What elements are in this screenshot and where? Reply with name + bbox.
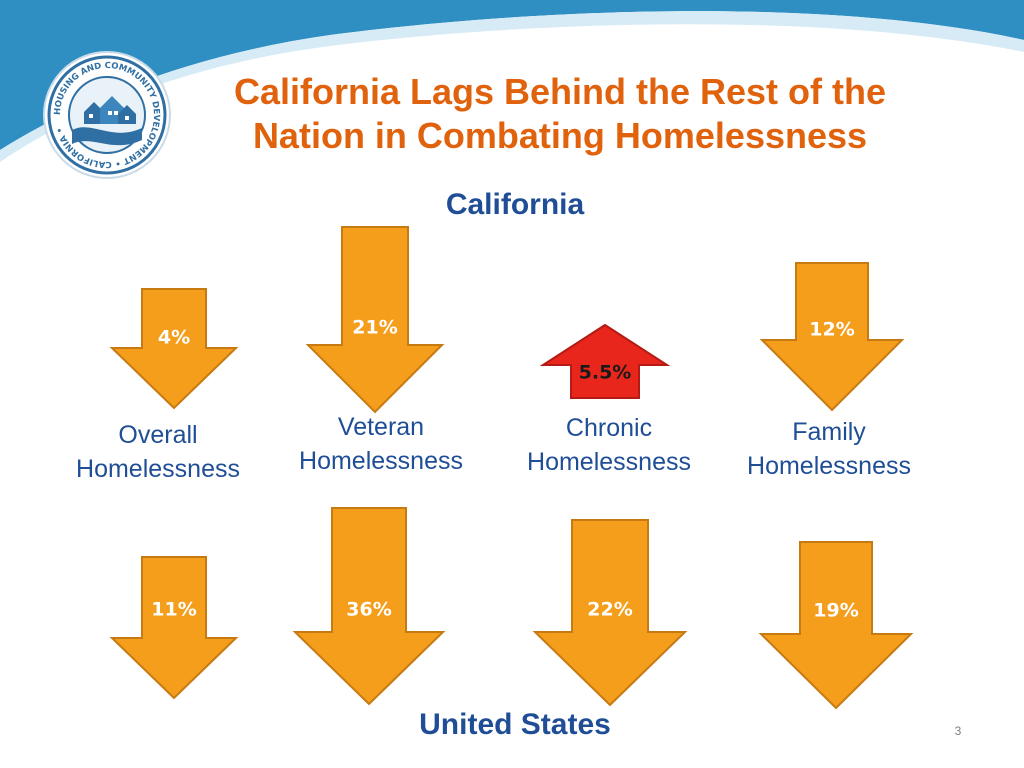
slide-title-line-2: Nation in Combating Homelessness — [252, 115, 868, 156]
california-chronic-arrow-value-label: 5.5% — [579, 362, 632, 384]
category-label-chronic: Chronic Homelessness — [499, 411, 719, 479]
california-overall-arrow-shape — [109, 288, 239, 410]
hcd-logo-seal: HOUSING AND COMMUNITY DEVELOPMENT • CALI… — [43, 51, 171, 179]
category-label-line-1: Overall — [118, 421, 198, 449]
us-family-arrow: 19% — [758, 541, 914, 710]
header-wave-background — [0, 0, 1024, 162]
california-family-arrow-value-label: 12% — [809, 319, 854, 341]
slide-title: California Lags Behind the Rest of the N… — [180, 70, 940, 158]
california-chronic-arrow: 5.5% — [539, 323, 671, 399]
california-veteran-arrow-value-label: 21% — [352, 317, 397, 339]
us-veteran-arrow-value-label: 36% — [346, 599, 391, 621]
us-chronic-arrow-shape — [532, 519, 688, 707]
california-chronic-arrow-shape — [539, 323, 671, 399]
california-overall-arrow: 4% — [109, 288, 239, 410]
us-family-arrow-value-label: 19% — [813, 600, 858, 622]
category-label-family: Family Homelessness — [719, 415, 939, 483]
california-veteran-arrow-shape — [305, 226, 445, 414]
category-label-line-2: Homelessness — [76, 455, 240, 483]
category-label-line-1: Chronic — [565, 414, 653, 442]
us-veteran-arrow: 36% — [292, 507, 446, 706]
california-family-arrow-shape — [759, 262, 905, 412]
us-overall-arrow-value-label: 11% — [151, 599, 196, 621]
california-family-arrow: 12% — [759, 262, 905, 412]
us-chronic-arrow: 22% — [532, 519, 688, 707]
us-family-arrow-shape — [758, 541, 914, 710]
category-label-line-2: Homelessness — [299, 447, 463, 475]
slide-number: 3 — [954, 724, 962, 738]
category-label-line-2: Homelessness — [747, 452, 911, 480]
us-overall-arrow: 11% — [109, 556, 239, 700]
california-veteran-arrow: 21% — [305, 226, 445, 414]
category-label-overall: Overall Homelessness — [48, 418, 268, 486]
category-label-line-1: Family — [792, 418, 866, 446]
us-chronic-arrow-value-label: 22% — [587, 599, 632, 621]
us-veteran-arrow-shape — [292, 507, 446, 706]
category-label-veteran: Veteran Homelessness — [271, 410, 491, 478]
us-overall-arrow-shape — [109, 556, 239, 700]
slide-title-line-1: California Lags Behind the Rest of the — [233, 71, 887, 112]
united-states-section-label: United States — [419, 708, 611, 741]
california-section-label: California — [445, 188, 585, 221]
california-overall-arrow-value-label: 4% — [158, 327, 190, 349]
category-label-line-2: Homelessness — [527, 448, 691, 476]
category-label-line-1: Veteran — [337, 413, 425, 441]
